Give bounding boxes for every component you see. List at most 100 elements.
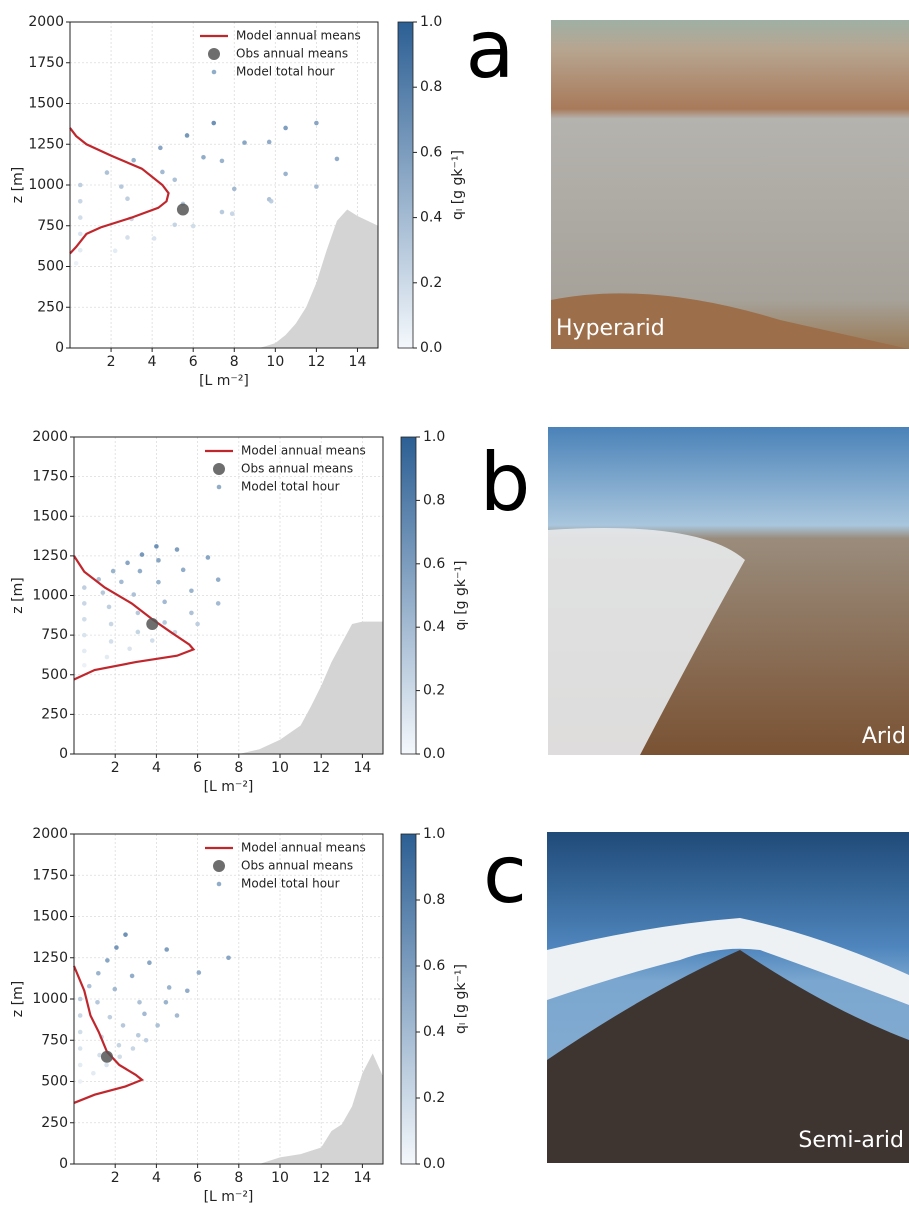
- colorbar-tick-label: 0.6: [420, 144, 442, 160]
- scatter-point: [136, 630, 141, 635]
- scatter-point: [144, 1038, 149, 1043]
- y-tick-label: 250: [41, 1115, 68, 1131]
- scatter-point: [162, 620, 167, 625]
- scatter-point: [107, 605, 112, 610]
- scatter-point: [220, 159, 225, 164]
- scatter-point: [113, 249, 118, 254]
- scatter-point: [164, 947, 169, 952]
- scatter-point: [78, 199, 83, 204]
- y-tick-label: 1000: [32, 588, 68, 604]
- scatter-point: [314, 121, 319, 126]
- scatter-point: [136, 1033, 141, 1038]
- scatter-point: [78, 1079, 83, 1084]
- scatter-point: [154, 544, 159, 549]
- legend-swatch: [213, 463, 225, 475]
- scatter-point: [91, 1071, 96, 1076]
- x-tick-label: 12: [312, 760, 330, 776]
- scatter-point: [195, 622, 200, 627]
- y-tick-label: 2000: [32, 429, 68, 445]
- scatter-point: [105, 655, 110, 660]
- scatter-point: [220, 210, 225, 215]
- scatter-point: [167, 985, 172, 990]
- scatter-point: [121, 1023, 126, 1028]
- y-tick-label: 750: [41, 627, 68, 643]
- scatter-point: [95, 1000, 100, 1005]
- scatter-point: [232, 187, 237, 192]
- photo: [547, 832, 909, 1163]
- x-tick-label: 14: [349, 354, 367, 370]
- colorbar-tick-label: 0.8: [420, 79, 442, 95]
- scatter-point: [78, 1013, 83, 1018]
- scatter-point: [137, 1000, 142, 1005]
- x-tick-label: 12: [307, 354, 325, 370]
- y-tick-label: 250: [37, 299, 64, 315]
- colorbar: [401, 437, 416, 754]
- colorbar-tick-label: 0.0: [420, 340, 442, 356]
- colorbar-tick-label: 1.0: [420, 14, 442, 30]
- x-axis-label: [L m⁻²]: [199, 373, 249, 389]
- scatter-point: [230, 211, 235, 216]
- scatter-point: [211, 121, 216, 126]
- x-axis-label: [L m⁻²]: [204, 779, 254, 795]
- x-tick-label: 10: [271, 1170, 289, 1186]
- colorbar: [398, 22, 413, 348]
- legend-label: Model annual means: [241, 444, 366, 458]
- scatter-point: [127, 646, 132, 651]
- scatter-point: [125, 561, 130, 566]
- scatter-point: [109, 639, 114, 644]
- obs-point: [101, 1051, 113, 1063]
- scatter-point: [152, 236, 157, 241]
- scatter-point: [283, 126, 288, 131]
- scatter-point: [267, 140, 272, 145]
- scatter-point: [175, 547, 180, 552]
- y-tick-label: 0: [55, 340, 64, 356]
- scatter-point: [131, 1046, 136, 1051]
- x-tick-label: 10: [266, 354, 284, 370]
- scatter-point: [185, 988, 190, 993]
- photo-label: Semi-arid: [798, 1128, 904, 1153]
- scatter-point: [82, 649, 87, 654]
- colorbar-label: qₗ [g gk⁻¹]: [453, 964, 469, 1034]
- scatter-point: [147, 960, 152, 965]
- colorbar-label: qₗ [g gk⁻¹]: [453, 561, 469, 631]
- colorbar-tick-label: 0.0: [423, 746, 445, 762]
- scatter-point: [216, 601, 221, 606]
- scatter-point: [189, 588, 194, 593]
- colorbar: [401, 834, 416, 1164]
- colorbar-tick-label: 0.4: [423, 619, 445, 635]
- y-tick-label: 250: [41, 706, 68, 722]
- scatter-point: [181, 568, 186, 573]
- x-tick-label: 8: [230, 354, 239, 370]
- scatter-point: [131, 592, 136, 597]
- scatter-point: [117, 1054, 122, 1059]
- scatter-point: [74, 261, 79, 266]
- scatter-point: [201, 155, 206, 160]
- scatter-point: [119, 580, 124, 585]
- y-tick-label: 1500: [28, 96, 64, 112]
- y-tick-label: 1000: [28, 177, 64, 193]
- y-axis-label: z [m]: [10, 167, 26, 203]
- y-tick-label: 1250: [28, 136, 64, 152]
- scatter-point: [78, 1063, 83, 1068]
- legend-label: Model annual means: [241, 841, 366, 855]
- scatter-point: [131, 158, 136, 163]
- x-tick-label: 2: [111, 1170, 120, 1186]
- colorbar-tick-label: 0.0: [423, 1156, 445, 1172]
- scatter-point: [155, 1023, 160, 1028]
- scatter-point: [242, 140, 247, 145]
- y-tick-label: 1500: [32, 909, 68, 925]
- scatter-point: [123, 932, 128, 937]
- scatter-point: [172, 177, 177, 182]
- scatter-point: [78, 248, 83, 253]
- scatter-point: [197, 970, 202, 975]
- photo: [548, 427, 909, 755]
- y-tick-label: 1250: [32, 950, 68, 966]
- scatter-point: [111, 569, 116, 574]
- legend-label: Obs annual means: [241, 462, 353, 476]
- scatter-point: [78, 183, 83, 188]
- x-axis-label: [L m⁻²]: [204, 1189, 254, 1205]
- photo-label: Arid: [862, 724, 906, 749]
- scatter-point: [172, 222, 177, 227]
- x-tick-label: 14: [353, 760, 371, 776]
- scatter-point: [82, 663, 87, 668]
